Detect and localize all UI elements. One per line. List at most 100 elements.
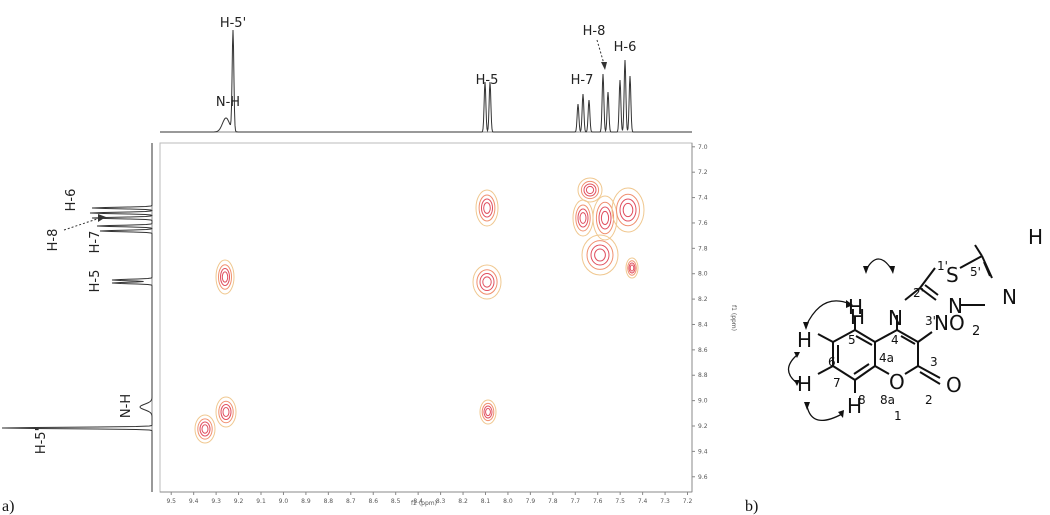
label-h6-top: H-6 bbox=[614, 40, 637, 55]
contour-ring bbox=[625, 257, 639, 279]
x-tick-label: 8.5 bbox=[391, 498, 401, 505]
y-tick-label: 9.4 bbox=[698, 448, 708, 455]
top-projection bbox=[160, 29, 692, 133]
label-h5prime-side: H-5' bbox=[34, 428, 49, 454]
locant-3: 3 bbox=[930, 355, 938, 369]
y-axis: 7.0 7.2 7.4 7.6 7.8 8.0 8.2 8.4 8.6 8.8 9.0 9.2 9.4 9… bbox=[691, 143, 708, 492]
x-tick-label: 8.7 bbox=[346, 498, 356, 505]
y-tick-label: 9.6 bbox=[698, 474, 708, 481]
side-peak-labels: H-6 H-8 H-7 H-5 N-H H-5' bbox=[34, 189, 134, 455]
arrow-h7-h8 bbox=[806, 405, 843, 422]
contour-ring bbox=[479, 273, 495, 291]
locant-1prime: 1' bbox=[937, 259, 948, 273]
y-tick-label: 8.8 bbox=[698, 372, 708, 379]
atom-n-link: N bbox=[888, 306, 903, 330]
atom-h-n: H bbox=[850, 305, 865, 329]
atom-o-keto: O bbox=[946, 373, 962, 397]
contour-ring bbox=[215, 259, 235, 295]
atom-h7: H bbox=[797, 372, 812, 396]
side-projection-trace bbox=[1, 143, 153, 492]
x-tick-label: 8.1 bbox=[481, 498, 491, 505]
contour-ring bbox=[592, 195, 618, 241]
x-tick-label: 8.0 bbox=[503, 498, 513, 505]
contour-ring bbox=[575, 204, 591, 232]
locant-4a: 4a bbox=[879, 351, 894, 365]
x-tick-label: 9.5 bbox=[166, 498, 176, 505]
contour-ring bbox=[194, 414, 216, 444]
atom-s: S bbox=[946, 263, 959, 287]
contour-ring bbox=[622, 202, 634, 218]
label-h5prime-top: H-5' bbox=[220, 16, 246, 31]
locant-7: 7 bbox=[833, 376, 841, 390]
contour-ring bbox=[581, 234, 619, 276]
contour-ring bbox=[476, 269, 498, 295]
locant-1: 1 bbox=[894, 409, 902, 423]
atom-h6: H bbox=[797, 328, 812, 352]
x-tick-label: 9.2 bbox=[234, 498, 244, 505]
side-projection bbox=[1, 143, 153, 492]
locants: 1' 5' 2' 3' 4 4a 5 6 7 8 8a 1 2 3 bbox=[828, 259, 981, 423]
contour-ring bbox=[580, 180, 600, 200]
contour-ring bbox=[218, 264, 232, 290]
top-projection-trace bbox=[160, 29, 692, 133]
cross-peaks bbox=[194, 177, 645, 444]
contour-ring bbox=[222, 407, 230, 417]
top-peak-labels: H-5' N-H H-5 H-7 H-8 H-6 bbox=[216, 16, 636, 110]
h8-top-arrow-line bbox=[596, 39, 605, 65]
label-h8-side: H-8 bbox=[46, 229, 61, 252]
locant-3prime: 3' bbox=[925, 314, 936, 328]
y-tick-label: 7.4 bbox=[698, 195, 708, 202]
contour-ring bbox=[590, 244, 610, 266]
locant-4: 4 bbox=[891, 333, 899, 347]
contour-ring bbox=[483, 405, 493, 419]
contour-ring bbox=[600, 210, 610, 226]
contour-ring bbox=[583, 183, 597, 197]
locant-5: 5 bbox=[848, 333, 856, 347]
atom-h5: H bbox=[848, 295, 863, 319]
y-tick-label: 8.2 bbox=[698, 296, 708, 303]
contour-ring bbox=[616, 193, 640, 227]
x-tick-label: 7.7 bbox=[571, 498, 581, 505]
x-tick-label: 9.1 bbox=[256, 498, 266, 505]
x-tick-label: 8.4 bbox=[413, 498, 423, 505]
contour-ring bbox=[479, 399, 497, 425]
y-tick-label: 7.6 bbox=[698, 220, 708, 227]
locant-5prime: 5' bbox=[970, 265, 981, 279]
contour-ring bbox=[629, 264, 635, 272]
atom-n-b: N bbox=[948, 294, 963, 318]
x-tick-label: 9.3 bbox=[211, 498, 221, 505]
contour-ring bbox=[586, 240, 614, 270]
contour-ring bbox=[577, 177, 603, 203]
locant-2prime: 2' bbox=[913, 286, 924, 300]
label-nh-side: N-H bbox=[119, 394, 134, 418]
contour-ring bbox=[595, 201, 615, 235]
x-tick-label: 9.4 bbox=[189, 498, 199, 505]
contour-ring bbox=[577, 208, 589, 228]
label-h7-top: H-7 bbox=[571, 73, 594, 88]
y-tick-label: 7.0 bbox=[698, 144, 708, 151]
y-tick-label: 8.0 bbox=[698, 271, 708, 278]
atom-labels: H S N N H N NO 2 O O H H H H bbox=[797, 225, 1043, 418]
x-tick-label: 7.8 bbox=[548, 498, 558, 505]
locant-2: 2 bbox=[925, 393, 933, 407]
arrow-heads bbox=[794, 266, 895, 418]
contour-ring bbox=[627, 260, 637, 276]
contour-ring bbox=[485, 407, 491, 417]
contour-ring bbox=[585, 185, 595, 195]
y-tick-label: 9.0 bbox=[698, 398, 708, 405]
label-h5-top: H-5 bbox=[476, 73, 499, 88]
contour-ring bbox=[483, 202, 491, 214]
label-h5-side: H-5 bbox=[88, 270, 103, 293]
h8-side-arrow-head bbox=[98, 214, 106, 222]
contour-ring bbox=[579, 212, 587, 224]
x-tick-label: 7.6 bbox=[593, 498, 603, 505]
x-tick-label: 7.3 bbox=[660, 498, 670, 505]
contour-ring bbox=[472, 264, 502, 300]
y-axis-label: f1 (ppm) bbox=[730, 305, 737, 331]
bonds bbox=[817, 244, 993, 393]
atom-o-ring: O bbox=[889, 370, 905, 394]
arrow-h5-h6 bbox=[805, 300, 851, 327]
y-tick-label: 8.4 bbox=[698, 321, 708, 328]
